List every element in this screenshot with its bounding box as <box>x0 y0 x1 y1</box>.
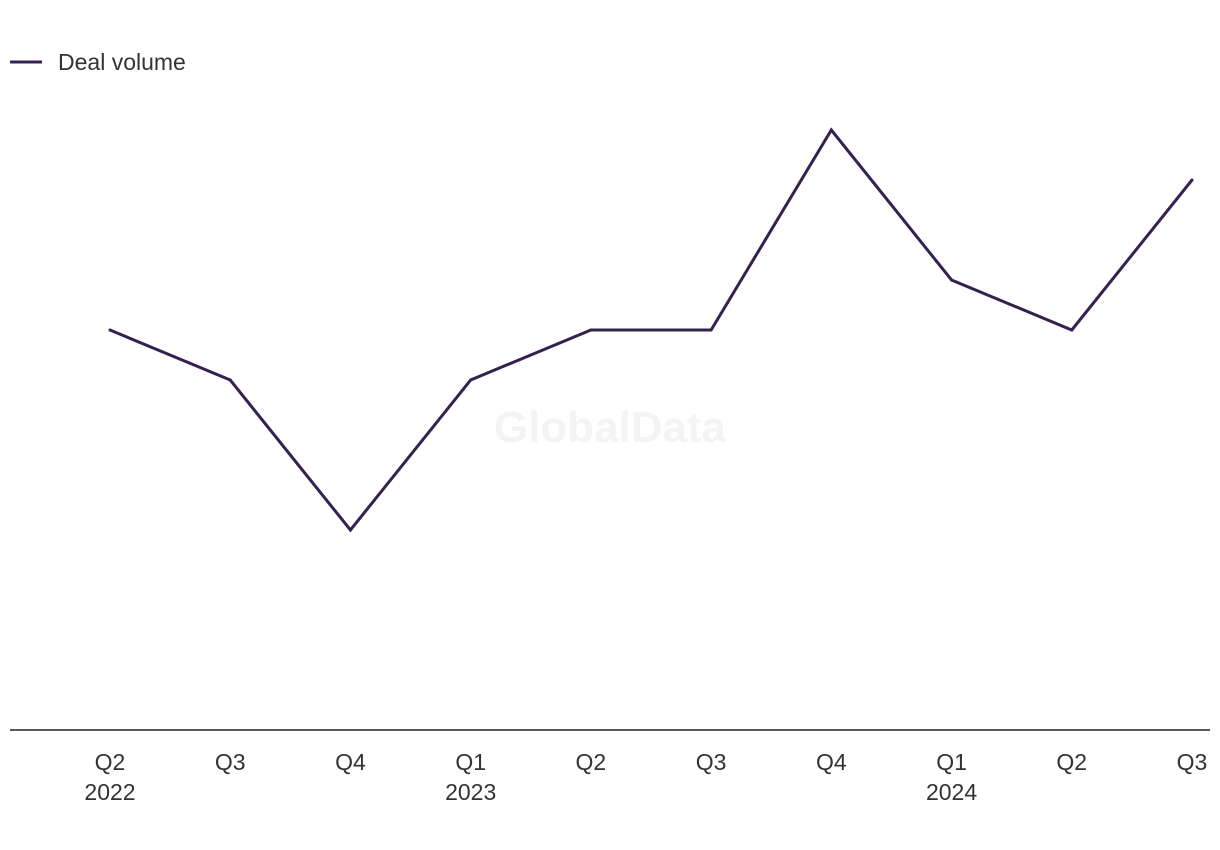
x-tick-label-quarter: Q3 <box>1177 749 1208 775</box>
series-line-deal-volume <box>109 127 1194 533</box>
x-tick-label-quarter: Q4 <box>335 749 366 775</box>
data-point <box>469 378 473 382</box>
x-tick-label-quarter: Q1 <box>936 749 967 775</box>
watermark: GlobalData <box>494 403 727 452</box>
x-tick-label-quarter: Q2 <box>95 749 126 775</box>
x-tick-label-year: 2024 <box>926 779 977 805</box>
data-point <box>348 528 352 532</box>
x-tick-label-quarter: Q4 <box>816 749 847 775</box>
data-point <box>108 328 112 332</box>
x-tick-label-quarter: Q1 <box>455 749 486 775</box>
data-point <box>709 328 713 332</box>
x-tick-label-year: 2023 <box>445 779 496 805</box>
x-tick-label-quarter: Q2 <box>576 749 607 775</box>
x-tick-label-quarter: Q3 <box>215 749 246 775</box>
data-point <box>1190 178 1194 182</box>
x-tick-label-year: 2022 <box>84 779 135 805</box>
data-point <box>1070 328 1074 332</box>
data-point <box>589 328 593 332</box>
data-point <box>228 378 232 382</box>
x-tick-label-quarter: Q2 <box>1056 749 1087 775</box>
data-point <box>950 278 954 282</box>
legend: Deal volume <box>10 49 186 75</box>
data-point <box>829 128 833 132</box>
legend-label: Deal volume <box>58 49 186 75</box>
x-tick-label-quarter: Q3 <box>696 749 727 775</box>
x-axis-tick-labels: Q2 2022 Q3 Q4 Q1 2023 Q2 Q3 Q4 Q1 2024 Q2 Q3 <box>84 749 1207 805</box>
series-layer <box>108 127 1194 533</box>
